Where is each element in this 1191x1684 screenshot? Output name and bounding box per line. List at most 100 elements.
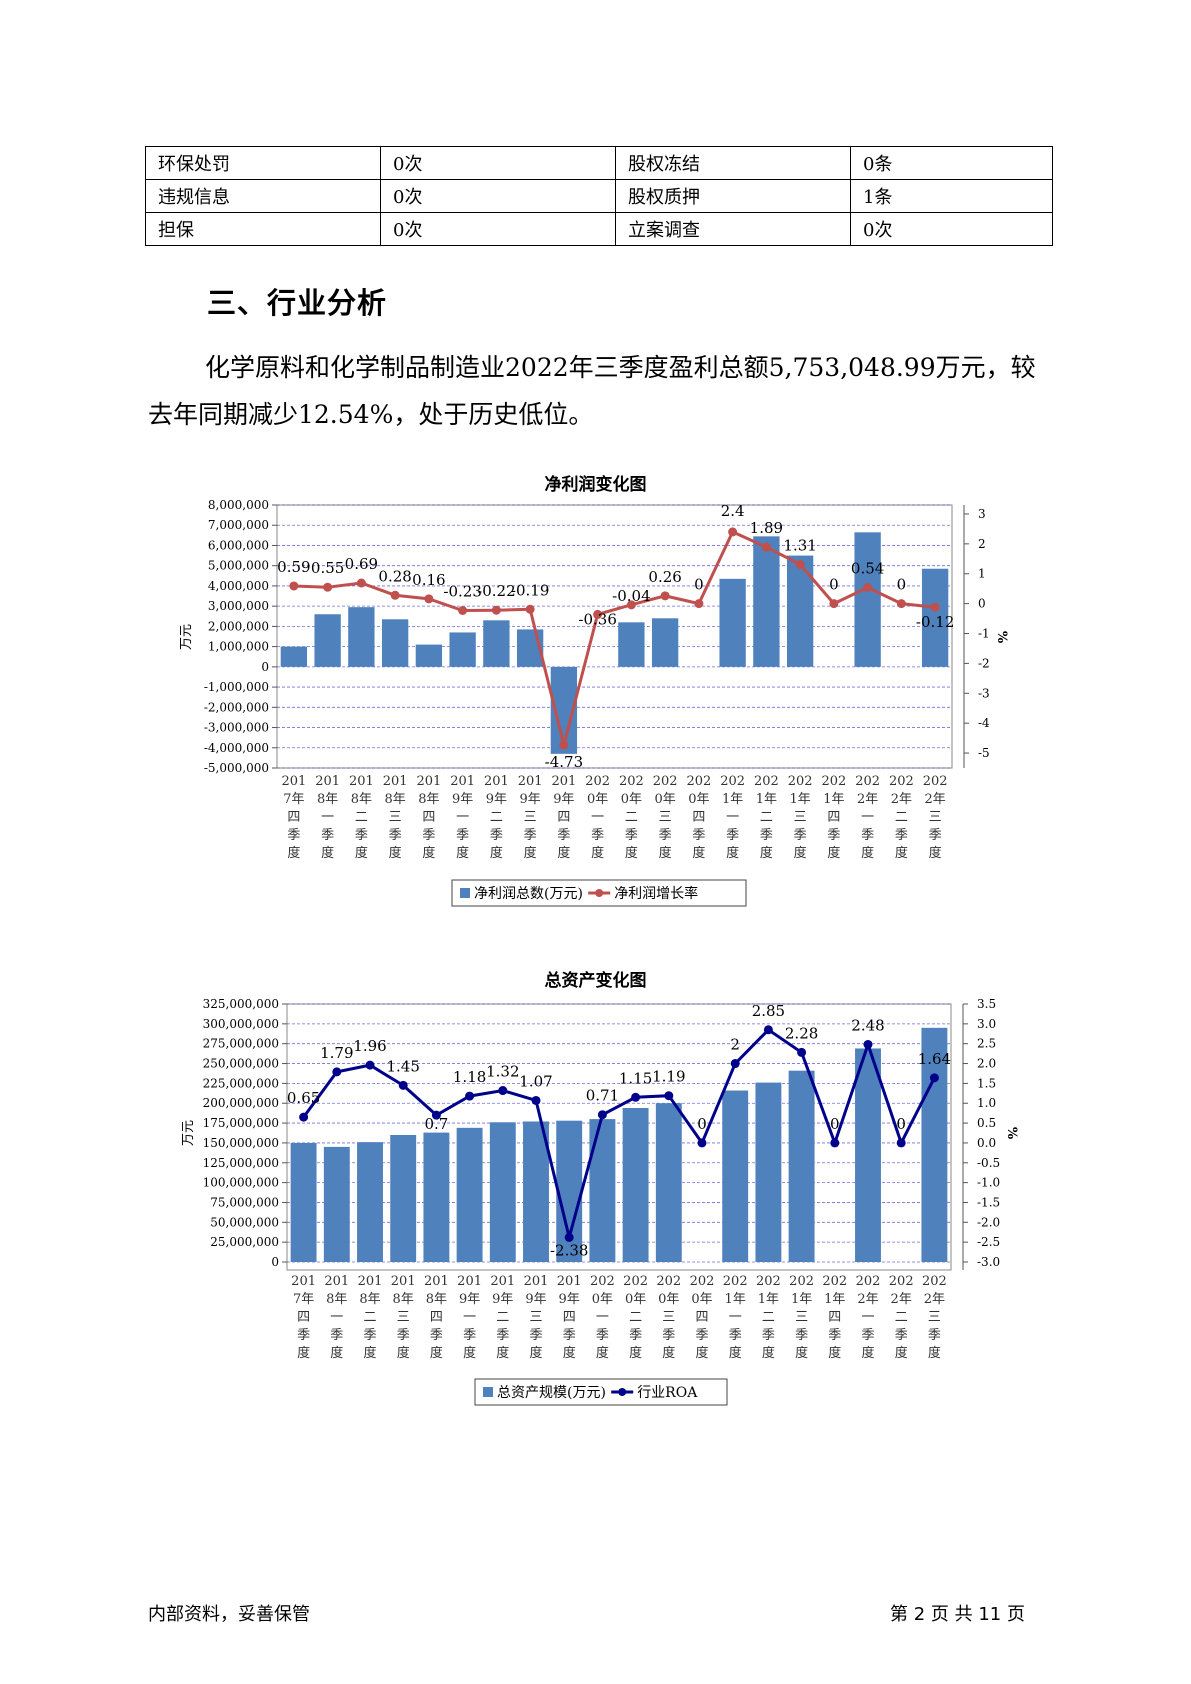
table-cell: 0次 bbox=[380, 212, 616, 246]
y2-tick-label: 1.5 bbox=[977, 1076, 996, 1090]
y-tick-label: -3,000,000 bbox=[204, 721, 269, 735]
y-tick-label: 6,000,000 bbox=[208, 538, 269, 552]
data-label: 0.26 bbox=[648, 568, 681, 586]
line-point bbox=[660, 591, 670, 601]
data-label: 0 bbox=[697, 1115, 707, 1133]
y2-tick-label: -3.0 bbox=[977, 1255, 1000, 1269]
x-tick-label: 8年 bbox=[426, 1292, 447, 1307]
line-point bbox=[761, 542, 771, 552]
bar bbox=[655, 1103, 682, 1262]
x-tick-label: 季 bbox=[629, 1328, 642, 1343]
bar bbox=[348, 607, 375, 667]
x-tick-label: 9年 bbox=[486, 792, 507, 807]
line-point bbox=[332, 1067, 342, 1077]
line-point bbox=[431, 1110, 441, 1120]
x-tick-label: 201 bbox=[518, 774, 543, 789]
x-tick-label: 季 bbox=[695, 1328, 708, 1343]
y2-tick-label: 3.0 bbox=[977, 1017, 996, 1031]
x-tick-label: 季 bbox=[287, 828, 300, 843]
x-tick-label: 季 bbox=[760, 828, 773, 843]
x-tick-label: 度 bbox=[929, 845, 942, 861]
x-tick-label: 度 bbox=[861, 845, 874, 861]
legend-label: 净利润总数(万元) bbox=[474, 886, 583, 902]
x-tick-label: 9年 bbox=[559, 1292, 580, 1307]
x-tick-label: 季 bbox=[557, 828, 570, 843]
y2-tick-label: 2.5 bbox=[977, 1037, 996, 1051]
x-tick-label: 2年 bbox=[891, 792, 912, 807]
x-tick-label: 202 bbox=[723, 1274, 748, 1289]
x-tick-label: 8年 bbox=[351, 792, 372, 807]
y2-axis-label: % bbox=[1004, 1127, 1019, 1140]
x-tick-label: 0年 bbox=[654, 792, 675, 807]
line-point bbox=[289, 581, 299, 591]
y-tick-label: 4,000,000 bbox=[208, 579, 269, 593]
y2-tick-label: -1.5 bbox=[977, 1195, 1000, 1209]
bar bbox=[357, 1142, 383, 1262]
bar bbox=[483, 620, 510, 667]
line-point bbox=[795, 559, 805, 569]
data-label: 0 bbox=[694, 576, 704, 594]
x-tick-label: 1年 bbox=[791, 1292, 812, 1307]
x-tick-label: 1年 bbox=[758, 1292, 779, 1307]
x-tick-label: 季 bbox=[363, 1328, 376, 1343]
data-label: 0.59 bbox=[277, 558, 310, 576]
data-label: 1.45 bbox=[386, 1057, 419, 1075]
data-label: -0.19 bbox=[511, 581, 549, 599]
x-tick-label: 202 bbox=[822, 1274, 847, 1289]
x-tick-label: 度 bbox=[363, 1345, 376, 1361]
x-tick-label: 度 bbox=[828, 1345, 841, 1361]
line-point bbox=[398, 1080, 408, 1090]
table-cell: 0条 bbox=[850, 146, 1053, 180]
x-tick-label: 季 bbox=[496, 1328, 509, 1343]
line-point bbox=[424, 594, 434, 604]
x-tick-label: 度 bbox=[591, 845, 604, 861]
x-tick-label: 季 bbox=[726, 828, 739, 843]
x-tick-label: 201 bbox=[484, 774, 509, 789]
x-tick-label: 一 bbox=[596, 1310, 609, 1325]
legend-box bbox=[474, 1378, 728, 1406]
x-tick-label: 1年 bbox=[756, 792, 777, 807]
y-tick-label: 150,000,000 bbox=[203, 1136, 279, 1150]
line-point bbox=[299, 1112, 309, 1122]
x-tick-label: 二 bbox=[355, 810, 368, 825]
bar bbox=[921, 1027, 948, 1262]
data-label: 0.16 bbox=[412, 571, 445, 589]
bar bbox=[489, 1122, 516, 1262]
y-tick-label: 7,000,000 bbox=[208, 518, 269, 532]
legend-swatch-bar bbox=[483, 1387, 493, 1397]
y-tick-label: 225,000,000 bbox=[203, 1076, 279, 1090]
data-label: 0.7 bbox=[424, 1115, 448, 1133]
y-tick-label: 5,000,000 bbox=[208, 559, 269, 573]
bar bbox=[854, 532, 881, 667]
x-tick-label: 四 bbox=[695, 1310, 708, 1325]
x-tick-label: 度 bbox=[762, 1345, 775, 1361]
paragraph-text: 化学原料和化学制品制造业2022年三季度盈利总额5,753,048.99万元，较… bbox=[148, 353, 1036, 429]
x-tick-label: 8年 bbox=[359, 1292, 380, 1307]
line-point bbox=[559, 740, 569, 750]
y-tick-label: 50,000,000 bbox=[210, 1215, 279, 1229]
data-label: 0 bbox=[829, 576, 839, 594]
y2-tick-label: -3 bbox=[978, 686, 990, 700]
data-label: 1.19 bbox=[652, 1068, 685, 1086]
x-tick-label: 201 bbox=[490, 1274, 515, 1289]
x-tick-label: 季 bbox=[794, 828, 807, 843]
x-tick-label: 202 bbox=[788, 774, 813, 789]
y-tick-label: 0 bbox=[271, 1255, 279, 1269]
x-tick-label: 三 bbox=[389, 810, 402, 825]
x-tick-label: 季 bbox=[529, 1328, 542, 1343]
footer-page-number: 第 2 页 共 11 页 bbox=[890, 1604, 1025, 1625]
y-tick-label: 175,000,000 bbox=[203, 1116, 279, 1130]
line-point bbox=[694, 599, 704, 609]
y2-tick-label: 3 bbox=[978, 507, 986, 521]
y-tick-label: 1,000,000 bbox=[208, 640, 269, 654]
bar bbox=[753, 536, 780, 667]
x-tick-label: 0年 bbox=[658, 1292, 679, 1307]
y-tick-label: 200,000,000 bbox=[203, 1096, 279, 1110]
data-label: 0.65 bbox=[287, 1089, 320, 1107]
y-tick-label: 250,000,000 bbox=[203, 1057, 279, 1071]
x-tick-label: 度 bbox=[330, 1345, 343, 1361]
table-cell: 担保 bbox=[145, 212, 381, 246]
y2-tick-label: 0.5 bbox=[977, 1116, 996, 1130]
x-tick-label: 三 bbox=[659, 810, 672, 825]
data-label: 1.64 bbox=[918, 1050, 951, 1068]
